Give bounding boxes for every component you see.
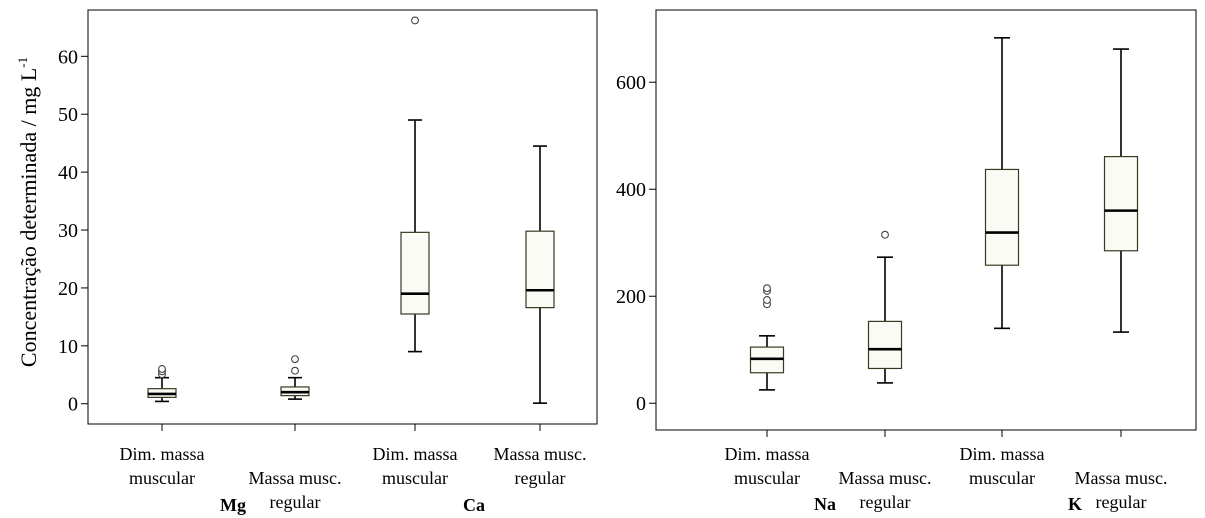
category-label: Massa musc. regular xyxy=(839,468,932,512)
box-mg-massa-musc-regular xyxy=(280,355,310,400)
y-tick-label: 400 xyxy=(616,179,646,201)
interquartile-box xyxy=(1103,155,1139,252)
box-mg-dim-massa-muscular xyxy=(147,365,177,403)
left-panel-mg-ca: 0 10 20 30 40 50 60 Dim. massa muscular Massa mus… xyxy=(58,9,598,515)
y-tick-label: 50 xyxy=(58,104,78,126)
y-tick-label: 20 xyxy=(58,278,78,300)
y-tick-label: 200 xyxy=(616,286,646,308)
category-label: Massa musc. regular xyxy=(249,468,342,512)
outlier-point xyxy=(291,366,299,375)
box-na-dim-massa-muscular xyxy=(749,284,785,391)
group-label-ca: Ca xyxy=(463,495,485,515)
group-label-k: K xyxy=(1068,494,1082,514)
right-panel-na-k: 0 200 400 600 Dim. massa muscular Massa musc. r… xyxy=(616,9,1197,514)
interquartile-box xyxy=(525,230,555,309)
category-label: Massa musc. regular xyxy=(494,444,587,488)
y-tick-label: 40 xyxy=(58,162,78,184)
box-ca-dim-massa-muscular xyxy=(400,16,430,353)
plot-frame xyxy=(87,9,598,425)
outlier-point xyxy=(881,230,889,239)
box-ca-massa-musc-regular xyxy=(525,145,555,404)
group-label-mg: Mg xyxy=(220,495,246,515)
y-tick-label: 60 xyxy=(58,46,78,68)
category-label: Massa musc. regular xyxy=(1075,468,1168,512)
outlier-point xyxy=(763,284,771,293)
box-k-massa-musc-regular xyxy=(1103,48,1139,333)
box-k-dim-massa-muscular xyxy=(984,37,1020,330)
y-tick-label: 0 xyxy=(636,393,646,415)
y-tick-label: 0 xyxy=(68,394,78,416)
outlier-point xyxy=(411,16,419,25)
group-label-na: Na xyxy=(814,494,836,514)
y-tick-label: 600 xyxy=(616,72,646,94)
box-na-massa-musc-regular xyxy=(867,230,903,384)
interquartile-box xyxy=(400,231,430,315)
y-tick-label: 10 xyxy=(58,336,78,358)
outlier-point xyxy=(291,355,299,364)
interquartile-box xyxy=(867,320,903,370)
y-tick-label: 30 xyxy=(58,220,78,242)
plot-frame xyxy=(655,9,1197,431)
outlier-point xyxy=(158,365,166,373)
category-label: Dim. massa muscular xyxy=(725,444,810,488)
y-axis-title: Concentração determinada / mg L-1 xyxy=(15,57,41,367)
interquartile-box xyxy=(984,168,1020,266)
outlier-point xyxy=(763,296,771,304)
category-label: Dim. massa muscular xyxy=(373,444,458,488)
category-label: Dim. massa muscular xyxy=(120,444,205,488)
category-label: Dim. massa muscular xyxy=(960,444,1045,488)
